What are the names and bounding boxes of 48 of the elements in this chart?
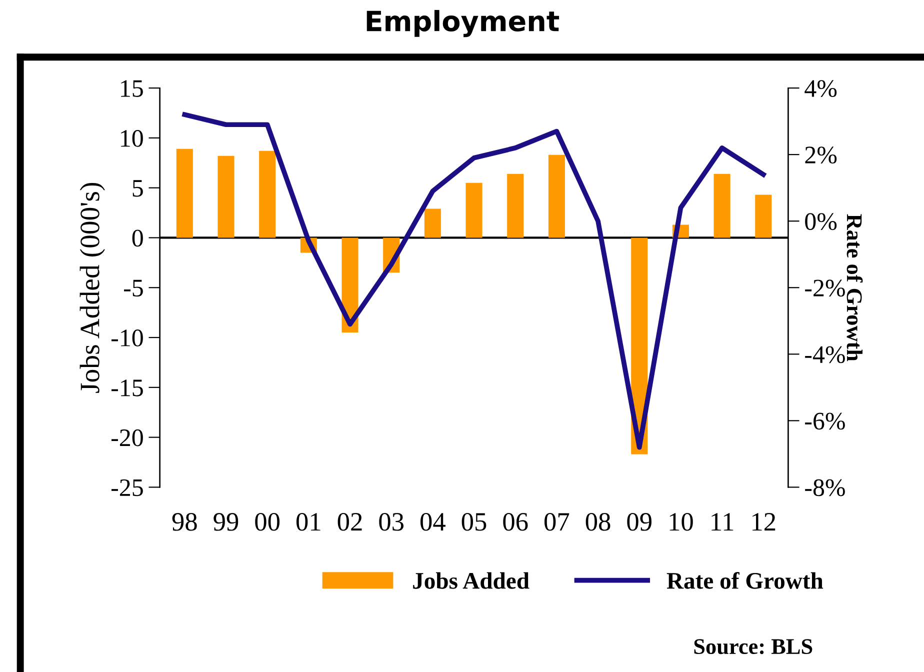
y-tick-label: 10 xyxy=(121,130,143,147)
y-tick-label: -20 xyxy=(111,429,143,446)
bar xyxy=(466,182,482,238)
y2-tick-label: 4% xyxy=(804,80,837,98)
x-tick-label: 07 xyxy=(544,512,570,531)
chart-title: Employment xyxy=(366,10,560,38)
y-tick-label: -15 xyxy=(111,380,143,396)
x-tick-label: 11 xyxy=(712,513,734,531)
bar xyxy=(259,150,276,238)
x-tick-label: 06 xyxy=(503,512,528,531)
y2-tick-label: -2% xyxy=(805,280,845,297)
line-series xyxy=(182,112,766,450)
y-tick-label: 15 xyxy=(121,80,143,97)
y-axis-title: Jobs Added (000's) xyxy=(80,182,105,393)
x-tick-label: 10 xyxy=(670,512,693,531)
x-tick-label: 98 xyxy=(172,512,197,531)
bar xyxy=(342,238,358,333)
x-tick-label: 02 xyxy=(338,512,362,531)
y-tick-label: -25 xyxy=(111,479,143,496)
y2-tick-label: 0% xyxy=(805,213,837,230)
x-tick-label: 08 xyxy=(586,512,610,531)
y-tick-label: 0 xyxy=(132,230,143,247)
x-tick-label: 01 xyxy=(296,512,320,531)
bar xyxy=(755,194,772,238)
x-tick-label: 12 xyxy=(752,513,776,531)
y-tick-label: -10 xyxy=(111,330,143,346)
y2-tick-label: -6% xyxy=(805,412,845,430)
x-tick-label: 05 xyxy=(462,512,486,531)
bar xyxy=(714,174,730,238)
legend-label: Jobs Added xyxy=(413,572,530,589)
bar xyxy=(507,174,524,238)
legend-label: Rate of Growth xyxy=(666,572,824,589)
y2-tick-label: -8% xyxy=(805,479,845,496)
y2-axis-title: Rate of Growth xyxy=(846,214,863,362)
bar xyxy=(424,208,441,238)
x-tick-label: 09 xyxy=(627,512,652,531)
y-tick-label: -5 xyxy=(124,280,143,297)
y-tick-label: 5 xyxy=(132,180,143,197)
bar xyxy=(176,148,193,238)
y2-tick-label: 2% xyxy=(805,146,837,164)
y2-tick-label: -4% xyxy=(805,346,845,364)
bar xyxy=(548,154,565,238)
x-tick-label: 04 xyxy=(420,512,446,531)
x-tick-label: 03 xyxy=(379,512,404,531)
source-note: Source: BLS xyxy=(694,639,812,654)
bar xyxy=(218,156,234,238)
x-tick-label: 00 xyxy=(255,512,280,531)
x-tick-label: 99 xyxy=(214,513,238,531)
